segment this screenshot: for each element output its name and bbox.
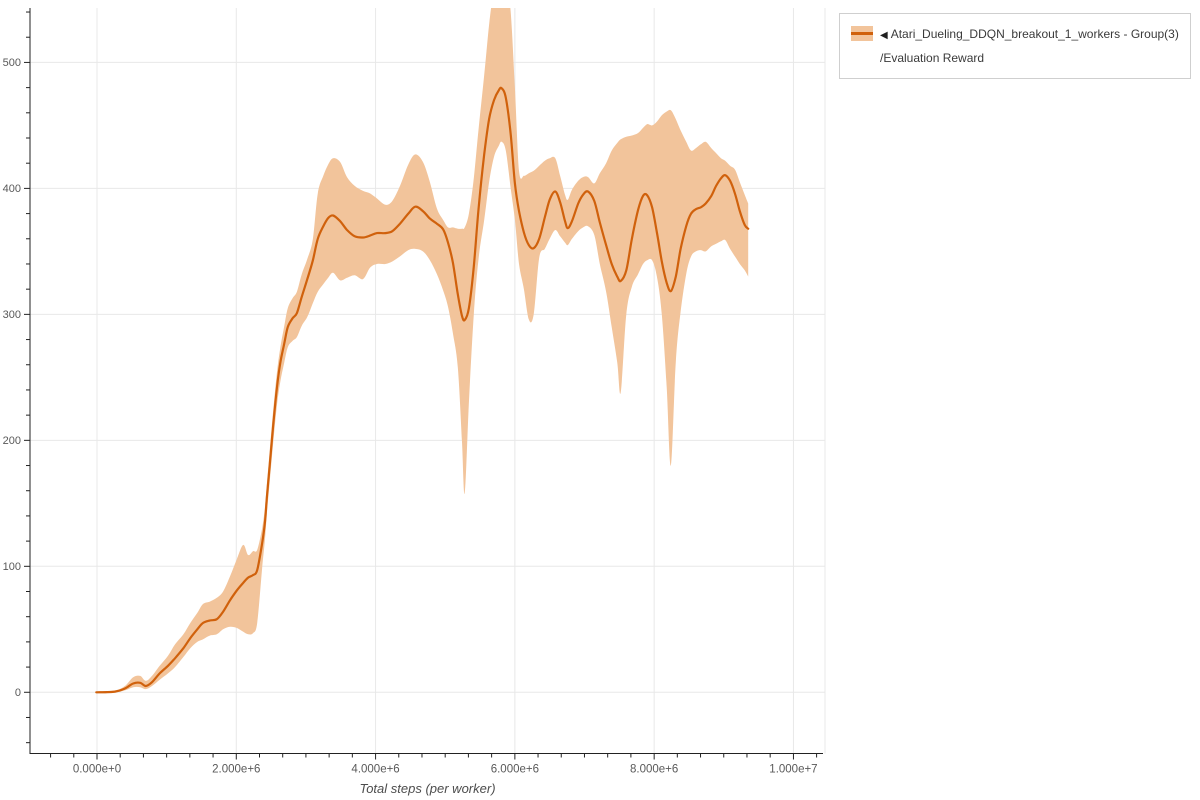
y-tick-label: 100 xyxy=(3,561,21,573)
mean-reward-line xyxy=(95,86,750,694)
x-tick-label: 6.000e+6 xyxy=(491,764,539,776)
legend-series-label: Atari_Dueling_DDQN_breakout_1_workers - … xyxy=(890,27,1179,41)
legend-box[interactable]: ◀ Atari_Dueling_DDQN_breakout_1_workers -… xyxy=(839,13,1191,79)
y-tick-label: 500 xyxy=(3,57,21,69)
legend-metric-label: /Evaluation Reward xyxy=(880,51,985,65)
legend-text: ◀ Atari_Dueling_DDQN_breakout_1_workers -… xyxy=(880,23,1179,69)
y-tick-label: 300 xyxy=(3,309,21,321)
x-tick-label: 0.000e+0 xyxy=(73,764,121,776)
x-axis-title: Total steps (per worker) xyxy=(359,781,495,796)
collapse-icon[interactable]: ◀ xyxy=(880,30,888,41)
series-color-swatch xyxy=(851,26,873,41)
confidence-band xyxy=(96,8,749,693)
axes: 0.000e+0 2.000e+6 4.000e+6 6.000e+6 8.000e+6… xyxy=(3,8,823,776)
y-tick-label: 400 xyxy=(3,183,21,195)
x-tick-label: 2.000e+6 xyxy=(212,764,260,776)
y-tick-label: 0 xyxy=(15,687,21,699)
x-tick-label: 4.000e+6 xyxy=(351,764,399,776)
line-swatch xyxy=(851,32,873,35)
x-tick-label: 1.000e+7 xyxy=(769,764,817,776)
gridlines xyxy=(30,8,826,754)
y-tick-label: 200 xyxy=(3,435,21,447)
x-tick-label: 8.000e+6 xyxy=(630,764,678,776)
